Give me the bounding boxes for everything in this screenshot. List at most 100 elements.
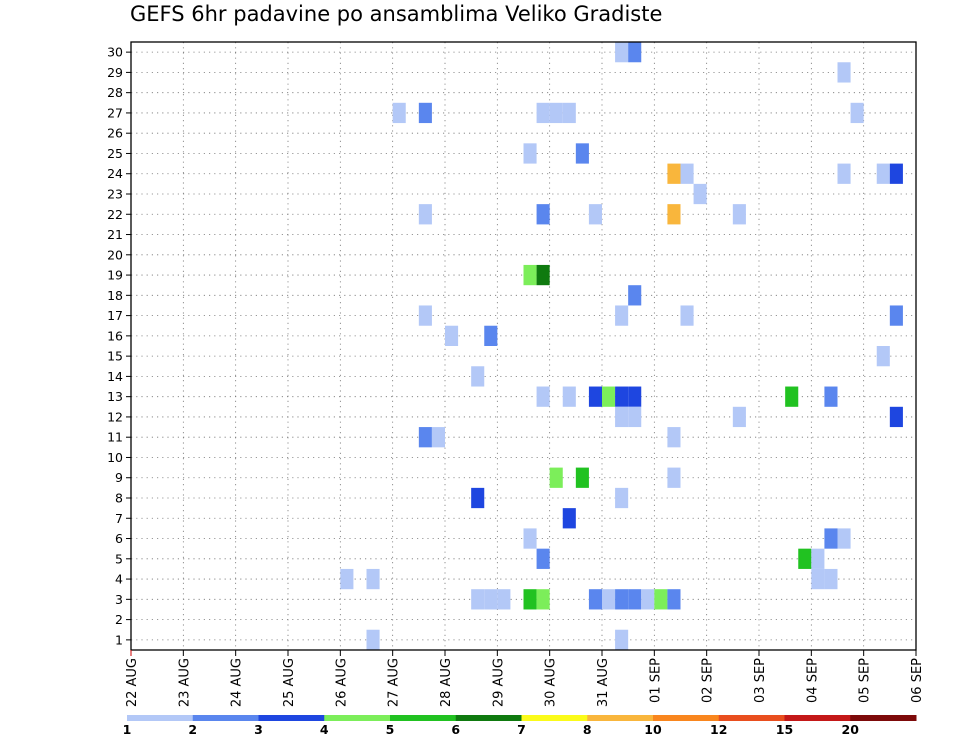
precip-cell xyxy=(824,386,838,407)
precip-cell xyxy=(693,183,707,205)
precip-cell xyxy=(602,386,616,407)
precip-cell xyxy=(484,325,498,346)
precip-cell xyxy=(667,467,681,488)
x-tick-label: 22 AUG xyxy=(125,658,140,707)
y-tick-label: 14 xyxy=(107,369,123,384)
y-tick-label: 26 xyxy=(107,126,123,141)
precip-cell xyxy=(615,305,629,326)
x-tick-label: 25 AUG xyxy=(282,658,297,707)
y-tick-label: 9 xyxy=(115,470,123,485)
precip-cell xyxy=(366,629,380,650)
precip-cell xyxy=(785,386,799,407)
y-tick-label: 15 xyxy=(107,349,123,364)
y-tick-label: 23 xyxy=(107,187,123,202)
precip-cell xyxy=(536,386,550,407)
y-tick-label: 27 xyxy=(107,105,123,120)
color-scale-bar: 1 2 3 4 5 6 7 8 10 12 15 20 xyxy=(123,715,917,737)
precip-cell xyxy=(615,42,629,63)
y-tick-label: 5 xyxy=(115,551,123,566)
precip-cell xyxy=(850,102,864,124)
precip-cell xyxy=(680,163,694,184)
color-scale-label: 1 xyxy=(123,722,132,737)
y-tick-label: 18 xyxy=(107,288,123,303)
precip-cell xyxy=(536,102,550,124)
y-tick-label: 28 xyxy=(107,85,123,100)
precip-cell xyxy=(445,325,459,346)
x-tick-label: 30 AUG xyxy=(544,658,559,707)
color-scale-swatch xyxy=(455,715,522,721)
precip-cell xyxy=(366,568,380,590)
precip-cell xyxy=(889,163,903,184)
precip-cell xyxy=(536,548,550,569)
y-tick-label: 11 xyxy=(107,430,123,445)
precip-cell xyxy=(889,406,903,428)
y-tick-label: 8 xyxy=(115,491,123,506)
x-tick-label: 29 AUG xyxy=(491,658,506,707)
precip-cell xyxy=(575,143,589,164)
precip-cell xyxy=(889,305,903,326)
color-scale-swatch xyxy=(587,715,654,721)
color-scale-swatch xyxy=(784,715,851,721)
y-axis-ticks: 1234567891011121314151617181920212223242… xyxy=(107,45,131,647)
y-tick-label: 25 xyxy=(107,146,123,161)
color-scale-label: 5 xyxy=(386,722,395,737)
precip-cell xyxy=(562,508,576,529)
color-scale-label: 4 xyxy=(320,722,329,737)
y-tick-label: 24 xyxy=(107,166,123,181)
color-scale-label: 2 xyxy=(188,722,197,737)
y-tick-label: 19 xyxy=(107,268,123,283)
y-tick-label: 10 xyxy=(107,450,123,465)
x-tick-label: 06 SEP xyxy=(910,658,925,703)
precip-cell xyxy=(667,204,681,225)
y-tick-label: 4 xyxy=(115,572,123,587)
x-tick-label: 31 AUG xyxy=(596,658,611,707)
precip-cell xyxy=(837,528,851,549)
x-tick-label: 27 AUG xyxy=(387,658,402,707)
precip-cell xyxy=(798,548,812,569)
precip-cell xyxy=(418,427,432,448)
precip-cell xyxy=(732,406,746,428)
precip-cell xyxy=(523,589,537,610)
y-tick-label: 12 xyxy=(107,409,123,424)
precip-cell xyxy=(418,204,432,225)
x-tick-label: 23 AUG xyxy=(177,658,192,707)
color-scale-swatch xyxy=(258,715,325,721)
precip-cell xyxy=(628,386,642,407)
precip-cell xyxy=(497,589,511,610)
color-scale-label: 6 xyxy=(451,722,460,737)
precip-cell xyxy=(824,568,838,590)
precip-cell xyxy=(628,285,642,306)
precip-cell xyxy=(523,264,537,286)
x-tick-label: 01 SEP xyxy=(648,658,663,703)
precip-cell xyxy=(615,629,629,650)
precip-cell xyxy=(615,406,629,428)
precip-cell xyxy=(837,163,851,184)
precip-cell xyxy=(418,305,432,326)
precip-cell xyxy=(536,204,550,225)
precip-cell xyxy=(549,102,563,124)
color-scale-swatch xyxy=(192,715,259,721)
precip-cell xyxy=(588,204,602,225)
x-tick-label: 26 AUG xyxy=(334,658,349,707)
precip-cell xyxy=(340,568,354,590)
precip-cell xyxy=(811,568,825,590)
color-scale-label: 10 xyxy=(644,722,662,737)
y-tick-label: 30 xyxy=(107,45,123,60)
y-tick-label: 22 xyxy=(107,207,123,222)
x-tick-label: 02 SEP xyxy=(701,658,716,703)
precip-cell xyxy=(392,102,406,124)
chart-title: GEFS 6hr padavine po ansamblima Veliko G… xyxy=(130,2,663,26)
precip-cell xyxy=(523,528,537,549)
color-scale-swatch xyxy=(390,715,457,721)
color-scale-swatch xyxy=(521,715,588,721)
precip-cell xyxy=(811,548,825,569)
precip-cell xyxy=(418,102,432,124)
precipitation-cells xyxy=(340,42,903,650)
precip-cell xyxy=(588,386,602,407)
color-scale-label: 3 xyxy=(254,722,263,737)
precip-cell xyxy=(732,204,746,225)
precip-cell xyxy=(549,467,563,488)
color-scale-label: 12 xyxy=(710,722,727,737)
color-scale-label: 20 xyxy=(842,722,860,737)
